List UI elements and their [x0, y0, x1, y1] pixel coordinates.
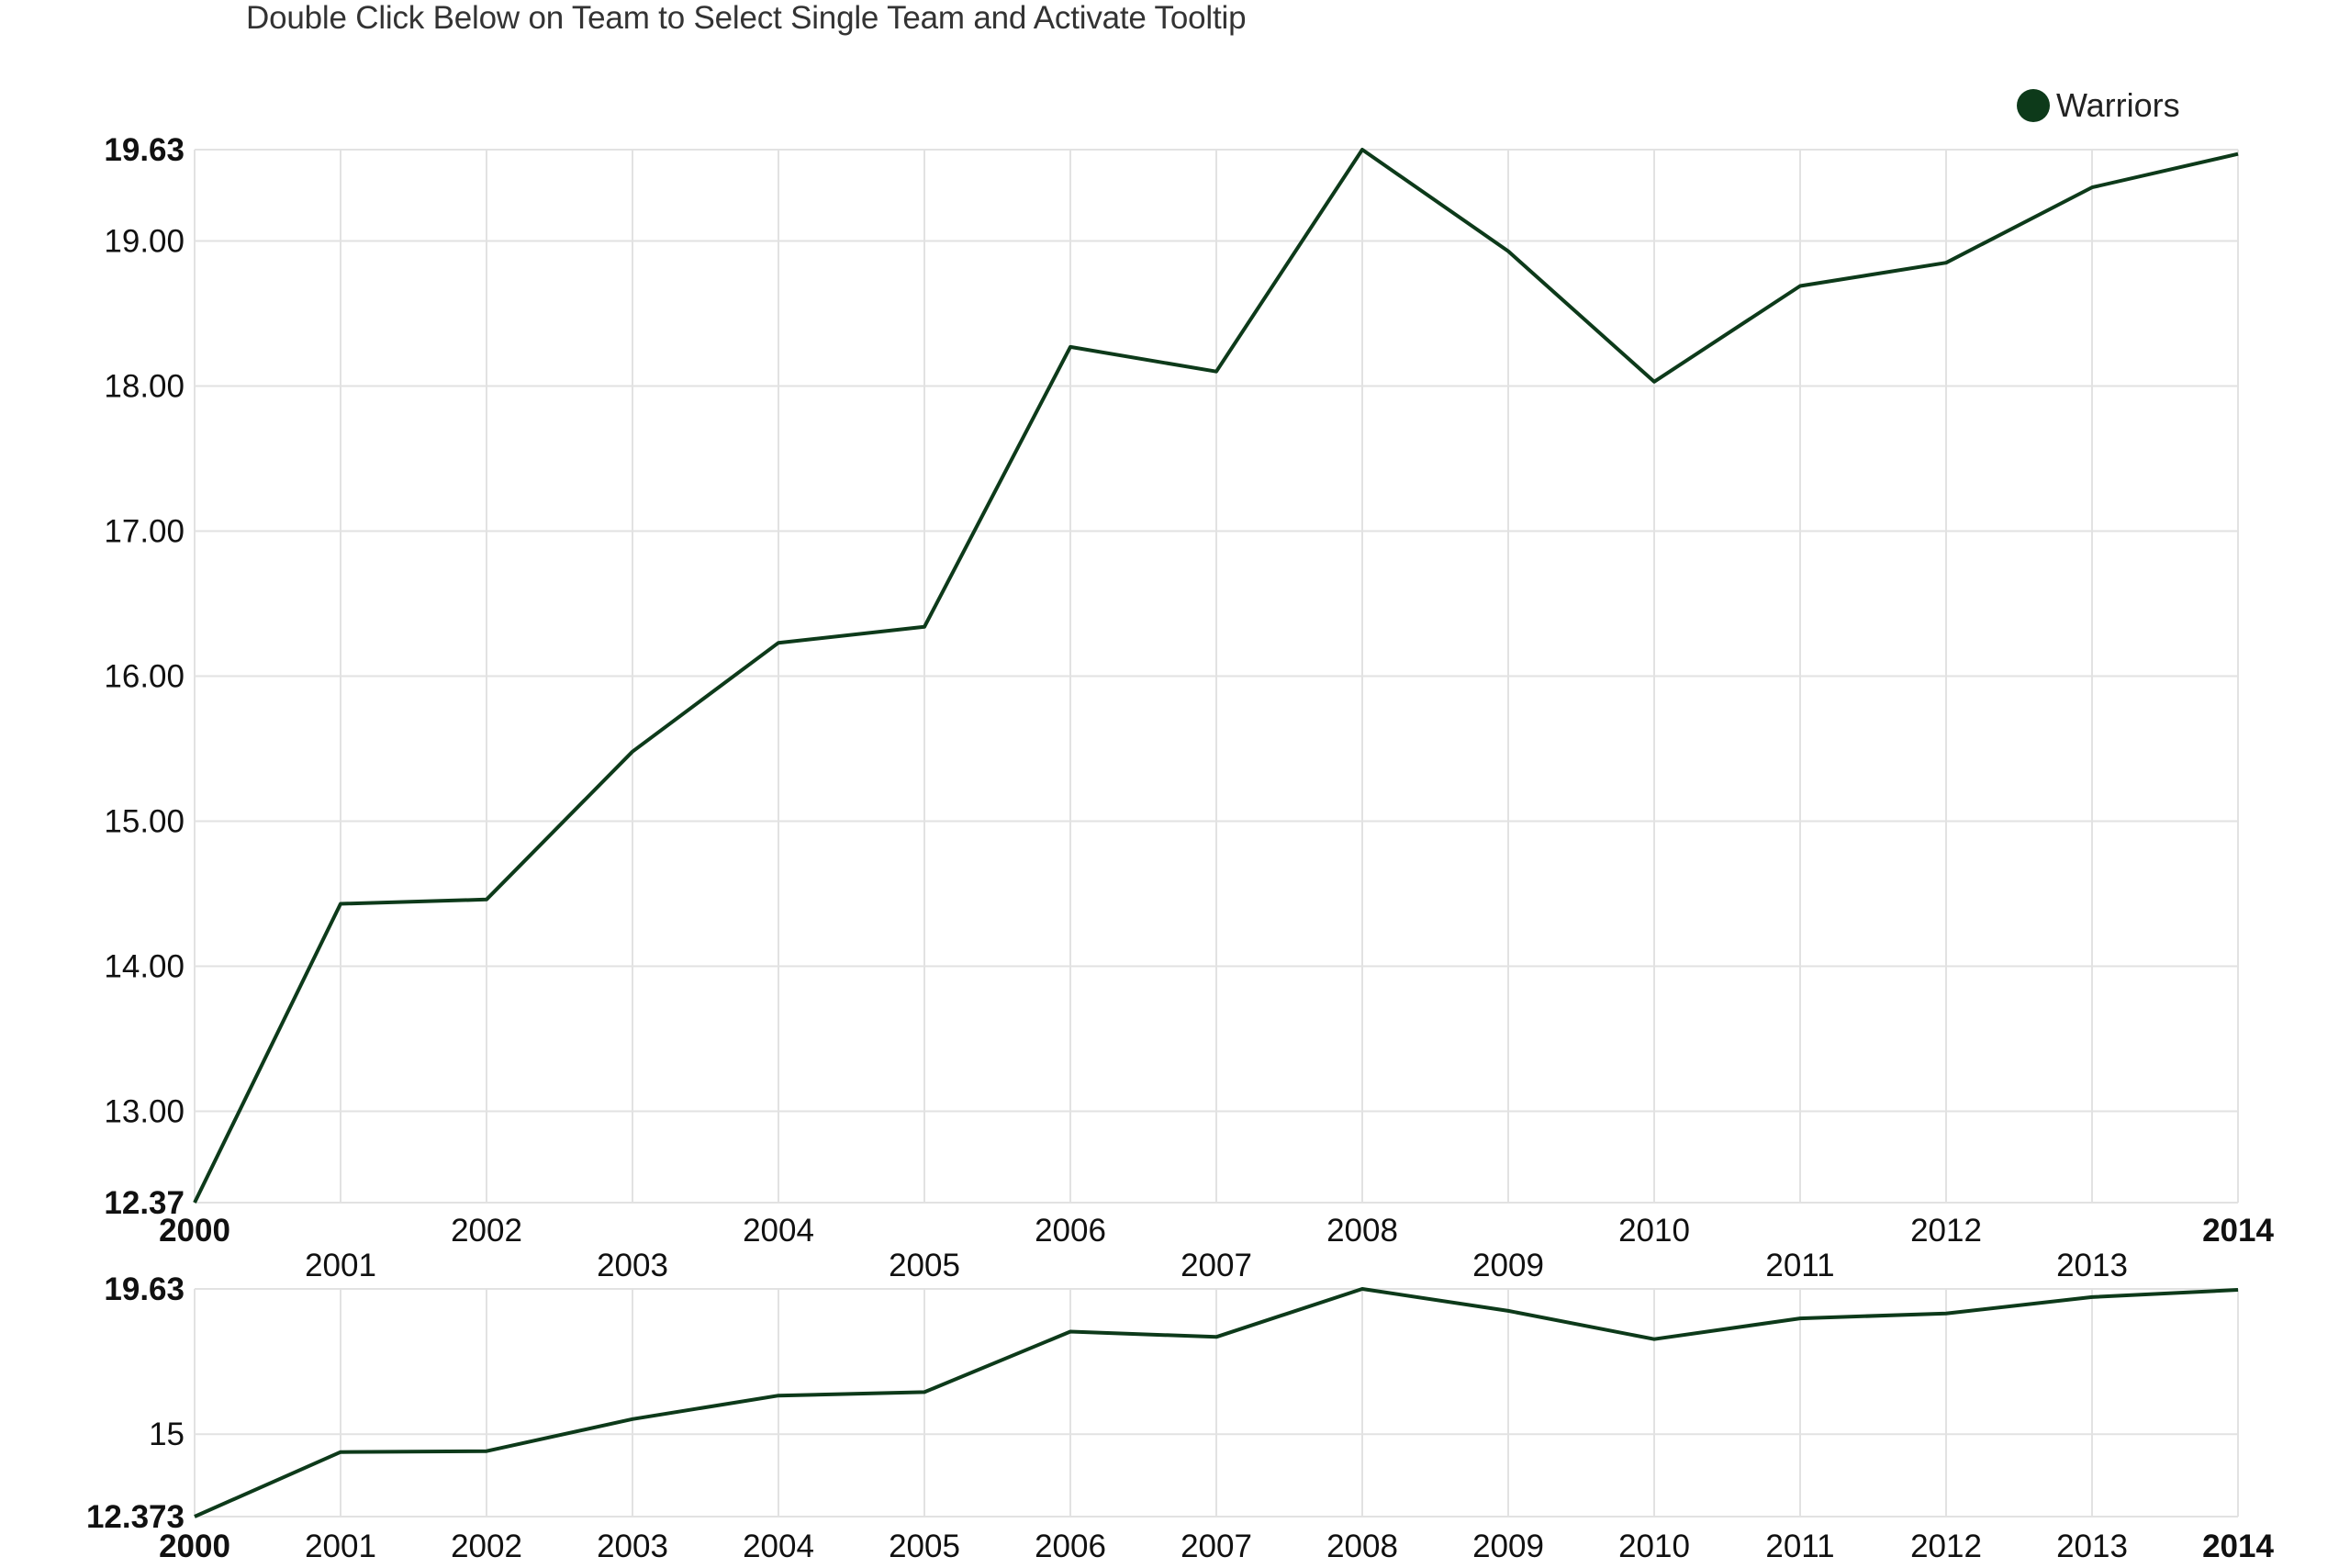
focus-y-tick-19.00: 19.00: [104, 224, 185, 260]
context-x-tick-2000: 2000: [159, 1529, 230, 1564]
legend-label-warriors[interactable]: Warriors: [2056, 86, 2180, 124]
context-x-tick-2002: 2002: [451, 1529, 522, 1564]
focus-y-tick-19.63: 19.63: [104, 132, 185, 168]
focus-x-tick-2001: 2001: [305, 1248, 376, 1283]
focus-x-tick-2014: 2014: [2202, 1213, 2274, 1249]
context-x-tick-2005: 2005: [889, 1529, 960, 1564]
context-y-tick-12.373: 12.373: [86, 1499, 185, 1535]
context-y-axis: 12.373 15 19.63: [86, 1271, 185, 1535]
context-series-line-0[interactable]: [194, 1287, 2239, 1518]
context-plot[interactable]: [194, 1287, 2239, 1518]
focus-x-tick-2013: 2013: [2056, 1248, 2128, 1283]
focus-x-tick-2009: 2009: [1472, 1248, 1544, 1283]
legend-swatch-warriors[interactable]: [2017, 89, 2050, 122]
chart-instruction: Double Click Below on Team to Select Sin…: [246, 0, 1247, 36]
context-x-tick-2008: 2008: [1326, 1529, 1398, 1564]
focus-y-tick-13.00: 13.00: [104, 1093, 185, 1129]
focus-x-tick-2004: 2004: [743, 1213, 814, 1249]
context-x-tick-2013: 2013: [2056, 1529, 2128, 1564]
focus-x-tick-2010: 2010: [1618, 1213, 1690, 1249]
context-x-axis: 2000 2001 2002 2003 2004 2005 2006 2007 2008 2009…: [159, 1529, 2274, 1564]
focus-y-tick-14.00: 14.00: [104, 948, 185, 984]
focus-y-tick-16.00: 16.00: [104, 659, 185, 695]
focus-x-tick-2003: 2003: [597, 1248, 668, 1283]
focus-x-tick-2011: 2011: [1765, 1248, 1834, 1283]
focus-x-tick-2002: 2002: [451, 1213, 522, 1249]
focus-x-tick-2005: 2005: [889, 1248, 960, 1283]
focus-y-axis: 12.37 13.00 14.00 15.00 16.00 17.00 18.00 19.00…: [104, 132, 185, 1221]
focus-y-tick-18.00: 18.00: [104, 369, 185, 405]
focus-series-line-warriors[interactable]: [193, 148, 2239, 1204]
context-x-tick-2001: 2001: [305, 1529, 376, 1564]
focus-gridlines: [194, 149, 2239, 1204]
context-x-tick-2003: 2003: [597, 1529, 668, 1564]
focus-y-tick-12.37: 12.37: [104, 1185, 185, 1221]
context-x-tick-2011: 2011: [1765, 1529, 1834, 1564]
context-y-tick-19.63: 19.63: [104, 1271, 185, 1307]
context-x-tick-2014: 2014: [2202, 1529, 2274, 1564]
focus-x-tick-2008: 2008: [1326, 1213, 1398, 1249]
focus-x-tick-2000: 2000: [159, 1213, 230, 1249]
focus-y-tick-15.00: 15.00: [104, 803, 185, 839]
focus-plot[interactable]: [193, 148, 2239, 1204]
focus-x-axis: 2000 2001 2002 2003 2004 2005 2006 2007 2008 2009…: [159, 1213, 2274, 1283]
context-x-tick-2009: 2009: [1472, 1529, 1544, 1564]
context-x-tick-2004: 2004: [743, 1529, 814, 1564]
focus-y-tick-17.00: 17.00: [104, 514, 185, 550]
focus-x-tick-2007: 2007: [1181, 1248, 1252, 1283]
context-x-tick-2007: 2007: [1181, 1529, 1252, 1564]
context-x-tick-2010: 2010: [1618, 1529, 1690, 1564]
focus-x-tick-2006: 2006: [1035, 1213, 1106, 1249]
legend[interactable]: Warriors: [2017, 86, 2180, 124]
focus-x-tick-2012: 2012: [1910, 1213, 1982, 1249]
context-gridlines: [194, 1288, 2239, 1518]
context-y-tick-15: 15: [149, 1417, 185, 1452]
context-x-tick-2006: 2006: [1035, 1529, 1106, 1564]
context-x-tick-2012: 2012: [1910, 1529, 1982, 1564]
